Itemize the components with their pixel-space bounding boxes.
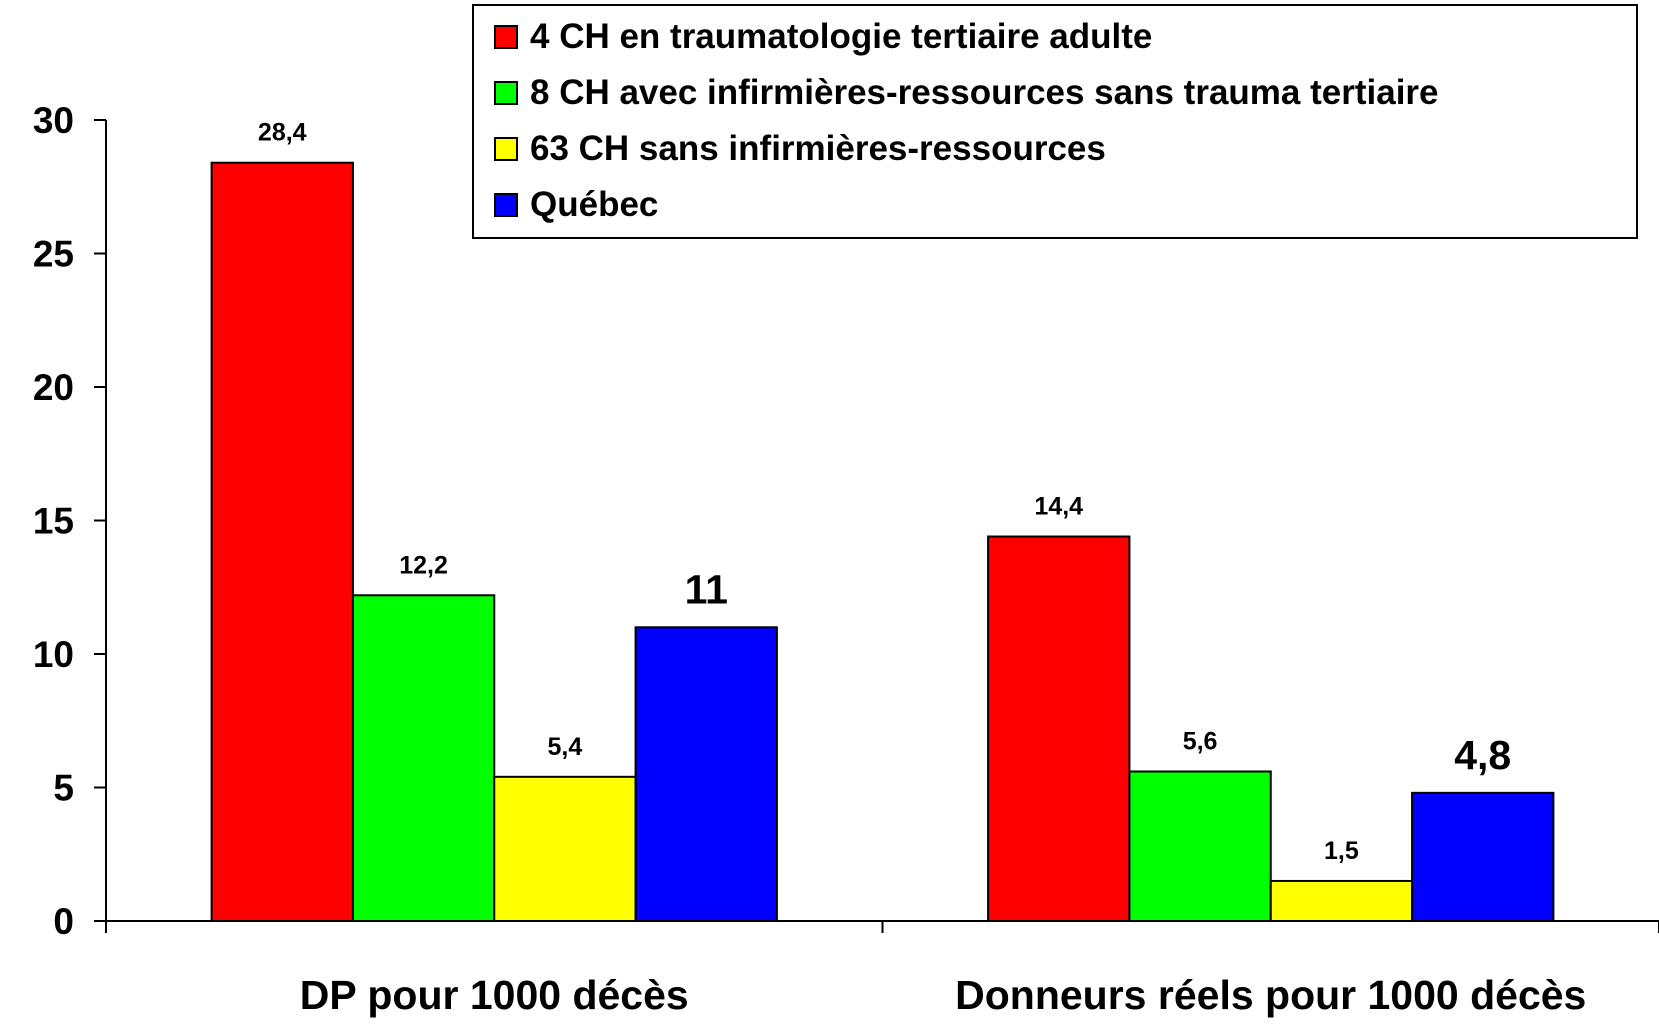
bar <box>1412 793 1553 921</box>
y-tick-label: 10 <box>33 634 74 675</box>
y-tick-label: 15 <box>33 501 74 542</box>
chart: 0 5 10 15 20 25 30 DP pour 1000 décès 28,4 12,2 5,… <box>0 0 1659 1020</box>
legend-label: 4 CH en traumatologie tertiaire adulte <box>530 17 1152 56</box>
value-label: 5,4 <box>548 733 583 761</box>
value-label: 1,5 <box>1324 837 1359 865</box>
bar <box>636 627 777 921</box>
y-tick-label: 5 <box>53 768 74 809</box>
page: {"chart_data": { "type": "bar", "categor… <box>0 0 1659 1020</box>
legend-swatch <box>495 194 517 216</box>
legend-label: 63 CH sans infirmières-ressources <box>530 129 1106 168</box>
legend-label: 8 CH avec infirmières-ressources sans tr… <box>530 73 1439 112</box>
y-tick-label: 25 <box>33 234 74 275</box>
legend-label: Québec <box>530 185 658 224</box>
legend: 4 CH en traumatologie tertiaire adulte 8 … <box>473 5 1637 238</box>
value-label: 5,6 <box>1183 727 1218 755</box>
y-tick-label: 30 <box>33 100 74 141</box>
bar <box>212 163 353 921</box>
x-tick-label: DP pour 1000 décès <box>300 972 689 1018</box>
value-label: 14,4 <box>1034 493 1083 521</box>
bar <box>494 777 635 921</box>
bar <box>1271 881 1412 921</box>
legend-swatch <box>495 26 517 48</box>
value-label: 4,8 <box>1454 732 1511 778</box>
value-label: 12,2 <box>399 551 448 579</box>
y-tick-label: 0 <box>53 901 74 942</box>
value-label: 11 <box>685 566 728 612</box>
legend-swatch <box>495 138 517 160</box>
value-label: 28,4 <box>258 119 307 147</box>
y-tick-label: 20 <box>33 367 74 408</box>
bar <box>353 595 494 921</box>
bar <box>1129 771 1270 921</box>
x-tick-label: Donneurs réels pour 1000 décès <box>955 972 1586 1018</box>
bar <box>988 537 1129 921</box>
legend-swatch <box>495 82 517 104</box>
